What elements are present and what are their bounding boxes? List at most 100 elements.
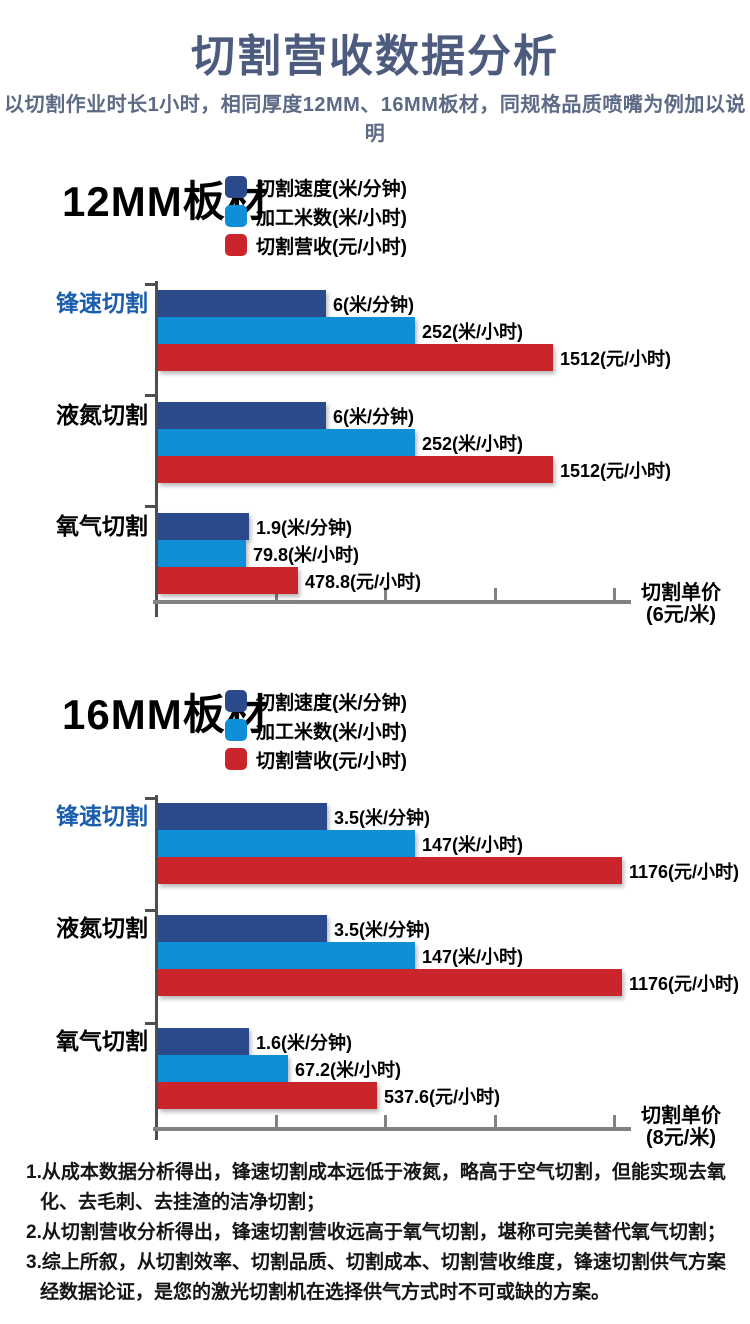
axis-tick (384, 1115, 387, 1127)
legend-item-revenue: 切割营收(元/小时) (225, 234, 407, 258)
bar-row: 252(米/小时) (158, 429, 523, 456)
unit-price-line2: (8元/米) (646, 1127, 716, 1149)
bar-revenue (158, 1082, 377, 1109)
meters-swatch-icon (225, 205, 247, 227)
bar-row: 252(米/小时) (158, 317, 523, 344)
axis-tick (384, 588, 387, 600)
bar-meters (158, 1055, 288, 1082)
chart2-unit-price-note: 切割单价 (8元/米) (626, 1105, 736, 1149)
bar-row: 537.6(元/小时) (158, 1082, 500, 1109)
axis-tick (145, 797, 156, 800)
bar-row: 3.5(米/分钟) (158, 803, 430, 830)
bar-value-label: 147(米/小时) (422, 946, 524, 967)
footnote-2: 2.从切割营收分析得出，锋速切割营收远高于氧气切割，堪称可完美替代氧气切割； (26, 1222, 726, 1243)
bar-value-label: 6(米/分钟) (333, 294, 414, 315)
bar-revenue (158, 456, 553, 483)
bar-value-label: 3.5(米/分钟) (334, 807, 431, 828)
bar-row: 1512(元/小时) (158, 456, 671, 483)
group-label-fengsu: 锋速切割 (56, 290, 148, 316)
chart2-legend: 切割速度(米/分钟) 加工米数(米/小时) 切割营收(元/小时) (225, 690, 407, 772)
bar-speed (158, 290, 326, 317)
bar-row: 1.9(米/分钟) (158, 513, 352, 540)
bar-meters (158, 830, 415, 857)
bar-row: 478.8(元/小时) (158, 567, 421, 594)
bar-value-label: 1.6(米/分钟) (256, 1032, 353, 1053)
group-label-yangqi: 氧气切割 (56, 1028, 148, 1054)
bar-row: 6(米/分钟) (158, 290, 414, 317)
group-label-yangqi: 氧气切割 (56, 513, 148, 539)
meters-swatch-icon (225, 719, 247, 741)
bar-value-label: 3.5(米/分钟) (334, 919, 431, 940)
legend-item-meters: 加工米数(米/小时) (225, 205, 407, 229)
axis-tick (145, 1022, 156, 1025)
legend-item-speed: 切割速度(米/分钟) (225, 176, 407, 200)
bar-value-label: 6(米/分钟) (333, 406, 414, 427)
bar-value-label: 1.9(米/分钟) (256, 517, 353, 538)
legend-label: 加工米数(米/小时) (256, 207, 407, 229)
chart1-unit-price-note: 切割单价 (6元/米) (626, 582, 736, 626)
legend-item-revenue: 切割营收(元/小时) (225, 748, 407, 772)
bar-row: 1176(元/小时) (158, 969, 739, 996)
unit-price-line1: 切割单价 (641, 582, 721, 604)
bar-value-label: 1512(元/小时) (560, 348, 672, 369)
bar-revenue (158, 969, 622, 996)
bar-revenue (158, 344, 553, 371)
bar-value-label: 1512(元/小时) (560, 460, 672, 481)
chart2-x-axis-line (153, 1127, 631, 1131)
bar-row: 1512(元/小时) (158, 344, 671, 371)
unit-price-line1: 切割单价 (641, 1105, 721, 1127)
bar-row: 6(米/分钟) (158, 402, 414, 429)
chart1-y-axis-line (155, 281, 158, 617)
legend-item-speed: 切割速度(米/分钟) (225, 690, 407, 714)
legend-item-meters: 加工米数(米/小时) (225, 719, 407, 743)
chart1-legend: 切割速度(米/分钟) 加工米数(米/小时) 切割营收(元/小时) (225, 176, 407, 258)
axis-tick (613, 1115, 616, 1127)
bar-revenue (158, 857, 622, 884)
bar-value-label: 252(米/小时) (422, 433, 524, 454)
axis-tick (145, 505, 156, 508)
bar-value-label: 478.8(元/小时) (305, 571, 422, 592)
legend-label: 切割营收(元/小时) (256, 750, 407, 772)
axis-tick (145, 394, 156, 397)
axis-tick (494, 588, 497, 600)
bar-speed (158, 513, 249, 540)
bar-value-label: 537.6(元/小时) (384, 1086, 501, 1107)
revenue-swatch-icon (225, 234, 247, 256)
bar-value-label: 79.8(米/小时) (253, 544, 360, 565)
bar-value-label: 1176(元/小时) (629, 973, 740, 994)
group-label-fengsu: 锋速切割 (56, 803, 148, 829)
legend-label: 切割速度(米/分钟) (256, 692, 407, 714)
page-subtitle: 以切割作业时长1小时，相同厚度12MM、16MM板材，同规格品质喷嘴为例加以说明 (4, 94, 746, 145)
group-label-yedan: 液氮切割 (56, 915, 148, 941)
legend-label: 切割营收(元/小时) (256, 236, 407, 258)
bar-value-label: 67.2(米/小时) (295, 1059, 402, 1080)
page-title: 切割营收数据分析 (191, 32, 559, 81)
footnote-1: 1.从成本数据分析得出，锋速切割成本远低于液氮，略高于空气切割，但能实现去氧化、… (26, 1162, 726, 1213)
bar-meters (158, 317, 415, 344)
legend-label: 切割速度(米/分钟) (256, 178, 407, 200)
bar-meters (158, 429, 415, 456)
speed-swatch-icon (225, 690, 247, 712)
footnote-3: 3.综上所叙，从切割效率、切割品质、切割成本、切割营收维度，锋速切割供气方案经数… (26, 1252, 726, 1303)
bar-row: 147(米/小时) (158, 942, 523, 969)
speed-swatch-icon (225, 176, 247, 198)
bar-revenue (158, 567, 298, 594)
bar-meters (158, 540, 246, 567)
group-label-yedan: 液氮切割 (56, 402, 148, 428)
bar-speed (158, 803, 327, 830)
bar-speed (158, 402, 326, 429)
bar-value-label: 147(米/小时) (422, 834, 524, 855)
axis-tick (145, 283, 156, 286)
bar-value-label: 252(米/小时) (422, 321, 524, 342)
axis-tick (145, 909, 156, 912)
bar-row: 147(米/小时) (158, 830, 523, 857)
axis-tick (613, 588, 616, 600)
bar-row: 1.6(米/分钟) (158, 1028, 352, 1055)
bar-row: 3.5(米/分钟) (158, 915, 430, 942)
axis-tick (275, 588, 278, 600)
chart1-x-axis-line (153, 600, 631, 604)
bar-row: 1176(元/小时) (158, 857, 739, 884)
unit-price-line2: (6元/米) (646, 604, 716, 626)
axis-tick (275, 1115, 278, 1127)
